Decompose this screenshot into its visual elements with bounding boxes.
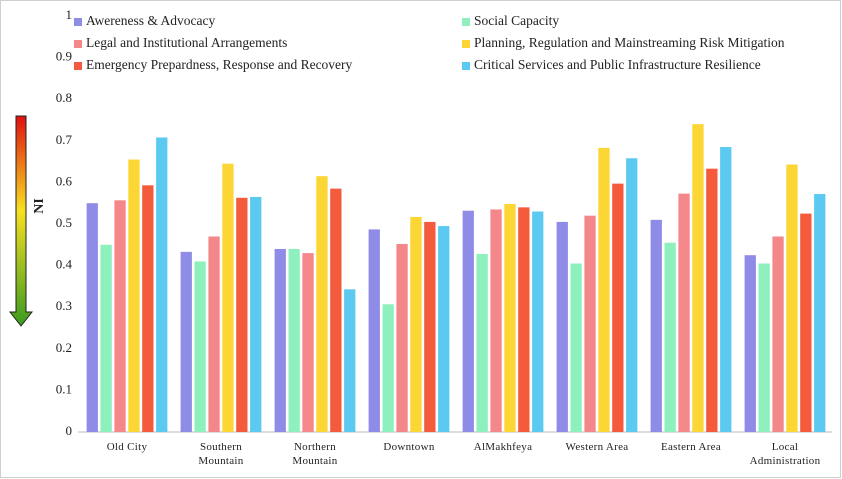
legend-swatch: [462, 40, 470, 48]
x-tick-label: Old City: [106, 441, 148, 453]
legend-label: Social Capacity: [474, 13, 559, 28]
bar: [424, 221, 436, 432]
bar: [344, 289, 356, 432]
bar: [612, 183, 624, 432]
legend-label: Emergency Prepardness, Response and Reco…: [86, 57, 353, 72]
bar: [720, 147, 732, 433]
y-tick-label: 0.3: [56, 298, 72, 313]
bar: [208, 236, 220, 432]
bar: [128, 159, 140, 432]
bar: [396, 243, 408, 432]
bar: [222, 163, 234, 432]
bar: [626, 158, 638, 432]
bar: [142, 185, 154, 432]
bar: [302, 253, 314, 432]
x-tick-label: Downtown: [383, 441, 435, 453]
bar: [490, 209, 502, 432]
bar: [758, 263, 770, 432]
bar: [330, 188, 342, 432]
y-tick-label: 0.6: [56, 173, 73, 188]
y-axis-label: NI: [32, 198, 47, 214]
legend-label: Legal and Institutional Arrangements: [86, 35, 287, 50]
bar: [584, 215, 596, 432]
bar: [814, 194, 826, 432]
legend-label: Planning, Regulation and Mainstreaming R…: [474, 35, 785, 50]
bar: [800, 213, 812, 432]
x-tick-label: Southern Mountain: [198, 441, 244, 467]
legend-swatch: [74, 18, 82, 26]
bar: [368, 229, 380, 432]
y-tick-label: 0.7: [56, 132, 73, 147]
y-tick-label: 0.9: [56, 49, 72, 64]
legend-swatch: [462, 18, 470, 26]
y-tick-label: 0.5: [56, 215, 72, 230]
bar: [86, 203, 98, 432]
bar: [236, 197, 248, 432]
bar: [598, 147, 610, 432]
bar: [114, 200, 126, 432]
legend-label: Critical Services and Public Infrastruct…: [474, 57, 761, 72]
bar: [462, 210, 474, 432]
bar: [556, 221, 568, 432]
bar: [100, 244, 112, 432]
ni-arrow: [8, 115, 34, 327]
bar: [504, 204, 516, 432]
y-tick-label: 0.1: [56, 381, 72, 396]
bar: [532, 211, 544, 432]
bar: [692, 124, 704, 432]
legend-swatch: [74, 62, 82, 70]
legend-label: Awereness & Advocacy: [86, 13, 215, 28]
bar: [410, 216, 422, 432]
bar: [156, 137, 168, 433]
bar: [382, 304, 394, 432]
legend-swatch: [462, 62, 470, 70]
x-tick-label: Local Administration: [749, 441, 821, 467]
y-tick-label: 1: [66, 7, 73, 22]
bar: [288, 248, 300, 432]
bar: [678, 193, 690, 432]
bar: [772, 236, 784, 432]
bar: [476, 253, 488, 432]
bar: [706, 168, 718, 432]
bar: [194, 261, 206, 432]
bar: [518, 207, 530, 432]
y-tick-label: 0.8: [56, 90, 72, 105]
bar: [180, 251, 192, 432]
x-tick-label: Northern Mountain: [292, 441, 338, 467]
bar: [744, 255, 756, 432]
bar: [250, 196, 262, 432]
bar: [316, 176, 328, 432]
y-tick-label: 0: [66, 423, 73, 438]
bar: [650, 219, 662, 432]
bar: [274, 248, 286, 432]
x-tick-label: AlMakhfeya: [473, 441, 533, 453]
legend-swatch: [74, 40, 82, 48]
bar: [664, 242, 676, 432]
y-tick-label: 0.2: [56, 340, 72, 355]
bar: [570, 263, 582, 432]
y-tick-label: 0.4: [56, 257, 73, 272]
x-tick-label: Eastern Area: [660, 441, 722, 453]
bar: [786, 164, 798, 432]
bar: [438, 226, 450, 432]
x-tick-label: Western Area: [565, 441, 629, 453]
